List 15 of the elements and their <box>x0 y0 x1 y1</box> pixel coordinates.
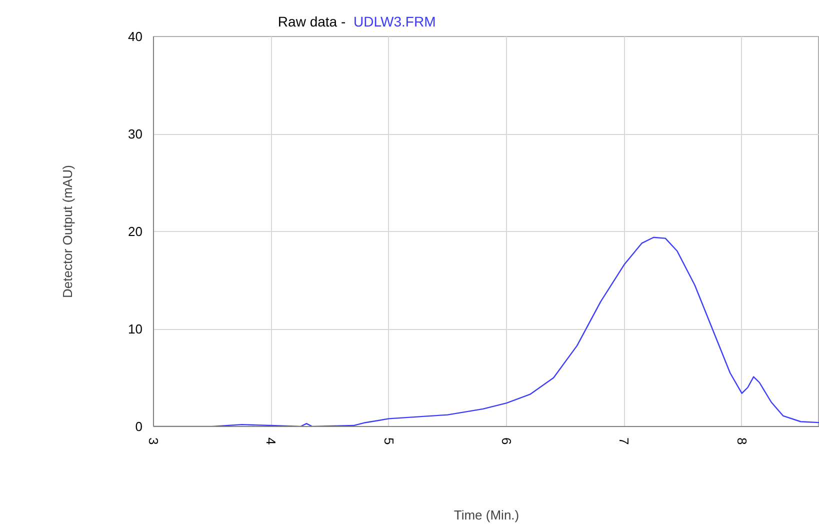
x-tick-label: 6 <box>499 438 514 445</box>
y-axis-title: Detector Output (mAU) <box>60 165 76 298</box>
y-tick-label: 20 <box>128 224 143 239</box>
chart-title: Raw data - <box>278 14 346 30</box>
x-tick-label: 7 <box>616 438 632 445</box>
y-tick-label: 40 <box>128 29 143 44</box>
x-axis-title: Time (Min.) <box>454 508 520 523</box>
x-tick-label: 5 <box>381 438 396 445</box>
y-tick-label: 10 <box>128 322 143 336</box>
x-tick-label: 4 <box>264 438 279 445</box>
y-tick-label: 30 <box>128 126 143 142</box>
x-tick-label: 3 <box>146 438 161 445</box>
x-tick-label: 8 <box>734 438 750 445</box>
text: UDLW3.FRM <box>354 14 436 30</box>
y-tick-label: 0 <box>135 419 143 434</box>
